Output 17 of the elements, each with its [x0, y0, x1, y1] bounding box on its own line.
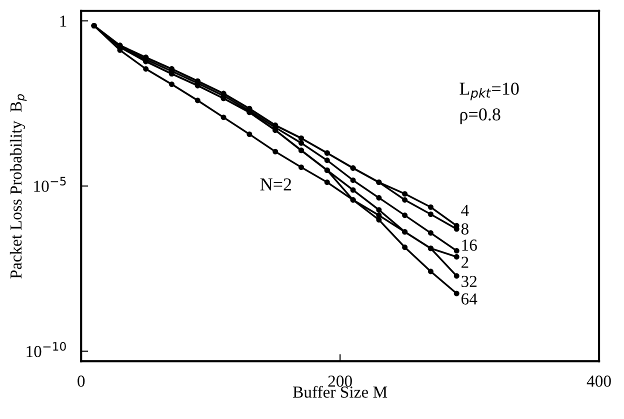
series-label: 64	[461, 293, 478, 305]
x-tick-label: 400	[586, 376, 611, 387]
x-tick-label: 200	[328, 376, 352, 387]
series-label: 2	[462, 256, 468, 268]
annotation: ρ=0.8	[460, 108, 500, 124]
series-label: 32	[462, 276, 477, 288]
x-axis-title: Buffer Size M	[293, 386, 388, 398]
y-axis-title: Packet Loss Probability B$_{p}$	[10, 94, 27, 278]
annotation: N=2	[260, 178, 292, 190]
series-label: 16	[462, 240, 477, 251]
y-tick-label: 10$^{−10}$	[26, 342, 66, 358]
y-tick-label: 1	[60, 16, 66, 27]
series-label: 4	[461, 204, 469, 216]
y-tick-label: 10$^{−5}$	[34, 176, 66, 192]
x-tick-label: 0	[78, 376, 85, 387]
series-label: 8	[461, 223, 468, 235]
annotation: L$_{pkt}$=10	[460, 82, 519, 100]
